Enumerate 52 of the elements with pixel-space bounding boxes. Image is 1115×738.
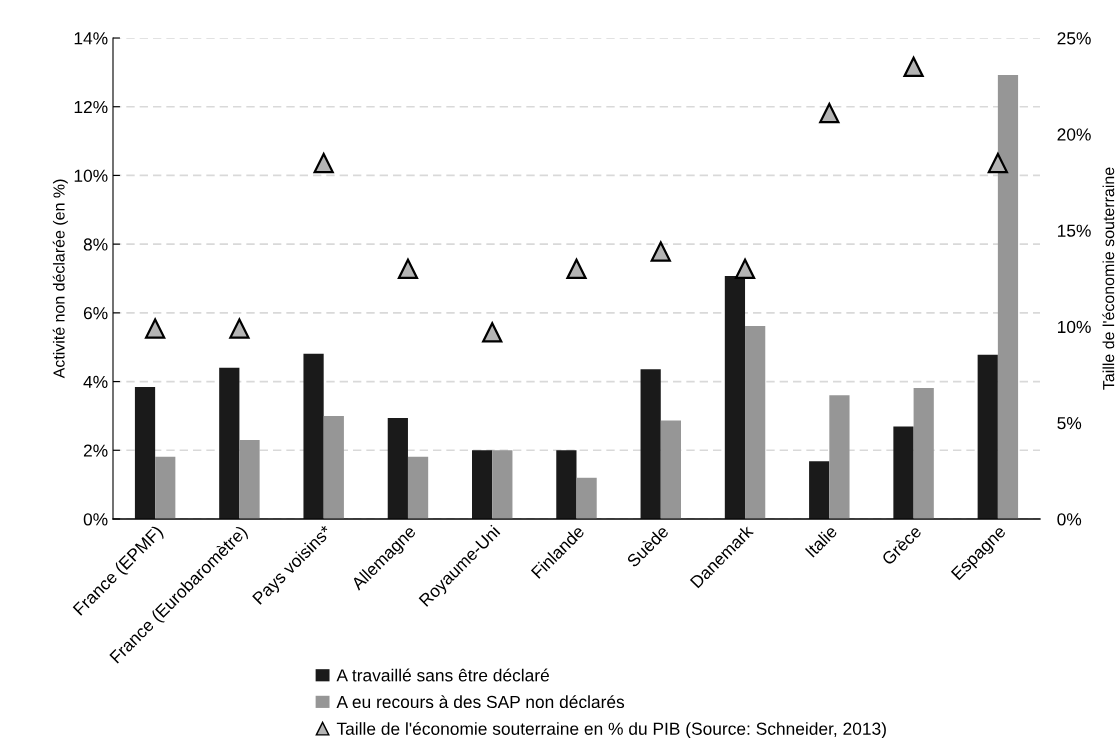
y-tick-label: 12%: [74, 100, 108, 114]
point: [145, 318, 166, 339]
y-tick-label: 10%: [74, 169, 108, 182]
point: [482, 322, 503, 343]
y-axis-title: Activité non déclarée (en %): [52, 179, 68, 379]
bar: [660, 420, 681, 519]
bar: [155, 456, 176, 519]
point: [903, 56, 924, 77]
y-tick-label: 0%: [83, 513, 108, 526]
point: [229, 318, 250, 339]
bar: [303, 353, 324, 519]
bar: [576, 477, 597, 519]
bar: [745, 325, 766, 519]
y2-tick-label: 25%: [1057, 32, 1091, 45]
bar: [556, 450, 577, 519]
y2-tick-label: 20%: [1057, 128, 1091, 141]
point: [819, 102, 840, 124]
point: [397, 258, 419, 280]
bar: [472, 450, 493, 519]
point: [566, 258, 587, 280]
bar: [640, 369, 661, 519]
point: [650, 241, 671, 262]
point: [734, 258, 756, 280]
bar: [239, 439, 260, 519]
bar: [977, 354, 998, 519]
legend-label: A eu recours à des SAP non déclarés: [336, 695, 625, 709]
y-tick-label: 14%: [74, 32, 108, 45]
y-tick-label: 8%: [83, 238, 108, 251]
y2-tick-label: 10%: [1057, 320, 1091, 334]
bar: [492, 450, 513, 519]
bar: [997, 75, 1019, 519]
bar: [809, 461, 830, 519]
y-tick-label: 6%: [83, 307, 108, 320]
point: [313, 152, 334, 174]
bar: [724, 276, 746, 519]
legend-label: Taille de l'économie souterraine en % du PIB (Source: Schneider, 2013): [336, 721, 886, 738]
bar: [219, 367, 240, 519]
point: [987, 152, 1008, 174]
y2-tick-label: 15%: [1057, 224, 1091, 237]
bar: [893, 426, 914, 519]
y2-axis-title: Taille de l'économie souterraine: [1102, 167, 1115, 390]
bar: [323, 415, 344, 519]
bar: [829, 395, 850, 519]
y-tick-label: 2%: [83, 444, 108, 457]
bar: [134, 387, 156, 519]
legend-label: A travaillé sans être déclaré: [336, 668, 549, 682]
y2-tick-label: 0%: [1057, 513, 1082, 526]
bar: [407, 456, 429, 519]
y2-tick-label: 5%: [1057, 417, 1082, 430]
bar: [913, 388, 934, 519]
y-tick-label: 4%: [83, 375, 108, 388]
bar: [387, 417, 408, 519]
